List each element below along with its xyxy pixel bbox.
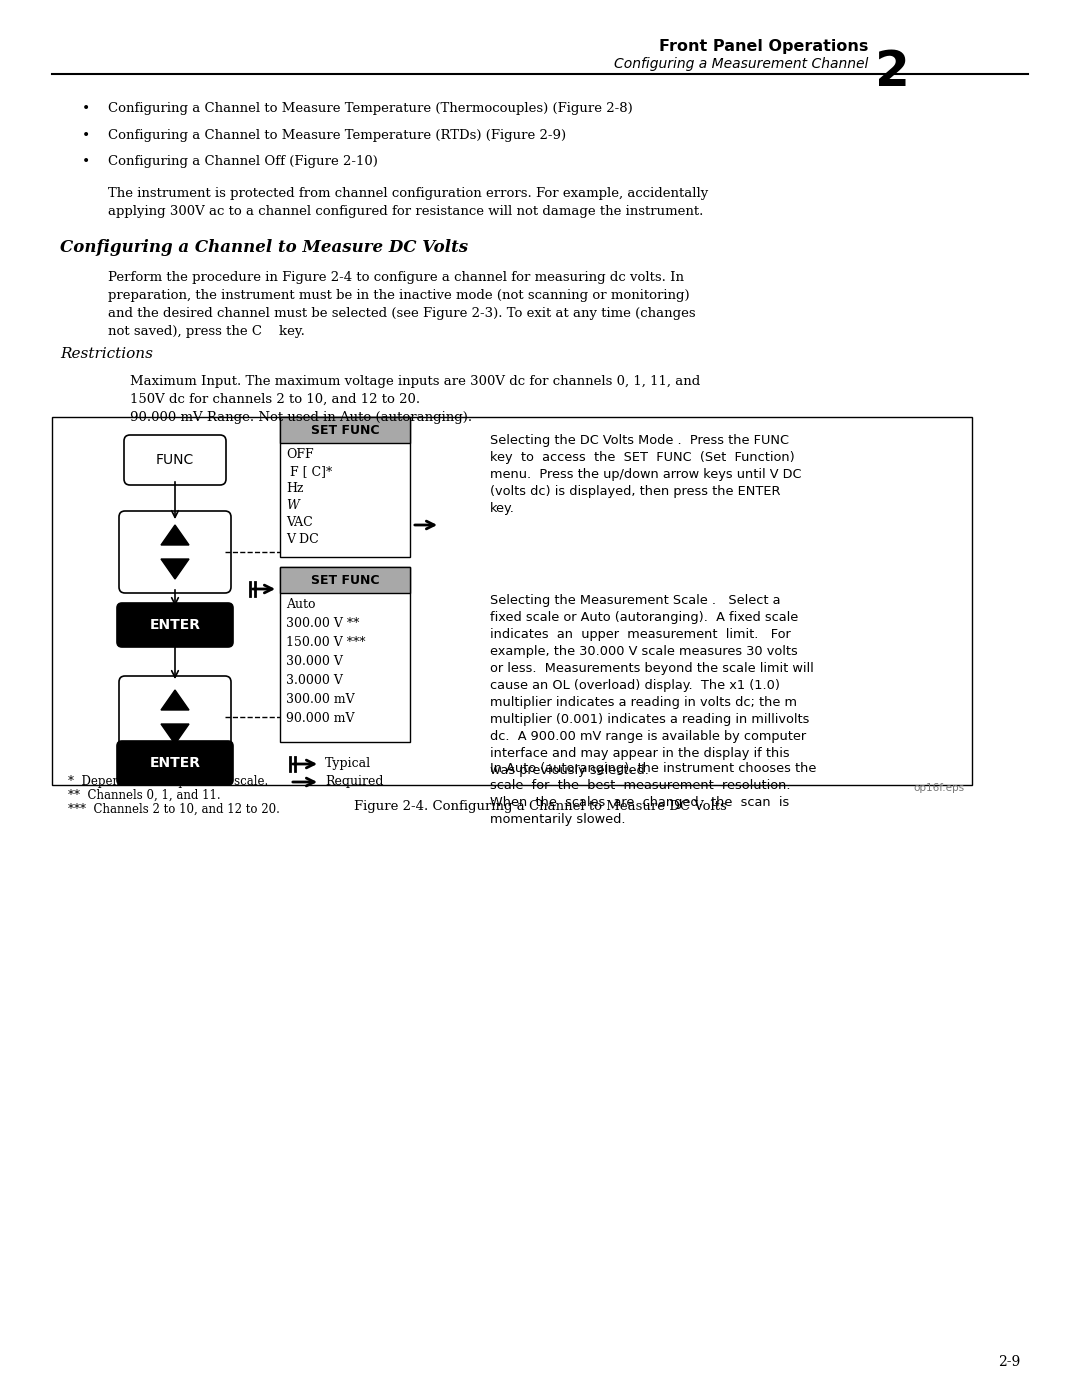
Text: Configuring a Channel to Measure Temperature (RTDs) (Figure 2-9): Configuring a Channel to Measure Tempera…	[108, 129, 566, 142]
Text: interface and may appear in the display if this: interface and may appear in the display …	[490, 747, 789, 760]
Text: multiplier (0.001) indicates a reading in millivolts: multiplier (0.001) indicates a reading i…	[490, 712, 809, 726]
Text: op16f.eps: op16f.eps	[914, 782, 966, 793]
Text: 2-9: 2-9	[998, 1355, 1020, 1369]
Text: VAC: VAC	[286, 515, 313, 529]
Text: *  Depends on temperature scale.: * Depends on temperature scale.	[68, 775, 268, 788]
Text: 300.00 V **: 300.00 V **	[286, 617, 360, 630]
Text: Typical: Typical	[325, 757, 372, 771]
Text: momentarily slowed.: momentarily slowed.	[490, 813, 625, 826]
FancyBboxPatch shape	[124, 434, 226, 485]
Text: Auto: Auto	[286, 598, 315, 610]
Text: 3.0000 V: 3.0000 V	[286, 673, 342, 687]
Text: was previously selected.: was previously selected.	[490, 764, 649, 777]
Text: multiplier indicates a reading in volts dc; the m: multiplier indicates a reading in volts …	[490, 696, 797, 710]
Text: Configuring a Measurement Channel: Configuring a Measurement Channel	[613, 57, 868, 71]
Text: ENTER: ENTER	[149, 756, 201, 770]
Text: key  to  access  the  SET  FUNC  (Set  Function): key to access the SET FUNC (Set Function…	[490, 451, 795, 464]
Text: Selecting the Measurement Scale .   Select a: Selecting the Measurement Scale . Select…	[490, 594, 781, 608]
Text: SET FUNC: SET FUNC	[311, 423, 379, 436]
Text: SET FUNC: SET FUNC	[311, 574, 379, 587]
Text: (volts dc) is displayed, then press the ENTER: (volts dc) is displayed, then press the …	[490, 485, 781, 497]
Text: or less.  Measurements beyond the scale limit will: or less. Measurements beyond the scale l…	[490, 662, 813, 675]
Text: V DC: V DC	[286, 534, 319, 546]
FancyBboxPatch shape	[119, 511, 231, 592]
Text: W: W	[286, 499, 299, 511]
Text: FUNC: FUNC	[156, 453, 194, 467]
Text: •: •	[82, 155, 91, 169]
Text: In Auto (autoranging), the instrument chooses the: In Auto (autoranging), the instrument ch…	[490, 761, 816, 775]
Text: **  Channels 0, 1, and 11.: ** Channels 0, 1, and 11.	[68, 789, 220, 802]
Bar	[280, 567, 410, 592]
Text: Configuring a Channel Off (Figure 2-10): Configuring a Channel Off (Figure 2-10)	[108, 155, 378, 168]
Text: 150V dc for channels 2 to 10, and 12 to 20.: 150V dc for channels 2 to 10, and 12 to …	[130, 393, 420, 407]
Bar	[280, 567, 410, 742]
Text: Perform the procedure in Figure 2-4 to configure a channel for measuring dc volt: Perform the procedure in Figure 2-4 to c…	[108, 271, 684, 284]
Text: Configuring a Channel to Measure Temperature (Thermocouples) (Figure 2-8): Configuring a Channel to Measure Tempera…	[108, 102, 633, 115]
Text: preparation, the instrument must be in the inactive mode (not scanning or monito: preparation, the instrument must be in t…	[108, 289, 690, 302]
Text: The instrument is protected from channel configuration errors. For example, acci: The instrument is protected from channel…	[108, 187, 708, 200]
Bar	[280, 416, 410, 557]
Text: Selecting the DC Volts Mode .  Press the FUNC: Selecting the DC Volts Mode . Press the …	[490, 434, 789, 447]
Text: 30.000 V: 30.000 V	[286, 655, 342, 668]
Text: cause an OL (overload) display.  The x1 (1.0): cause an OL (overload) display. The x1 (…	[490, 679, 780, 692]
Text: 150.00 V ***: 150.00 V ***	[286, 636, 365, 650]
Text: F [ C]*: F [ C]*	[286, 465, 333, 478]
Text: ENTER: ENTER	[149, 617, 201, 631]
Polygon shape	[161, 525, 189, 545]
FancyBboxPatch shape	[117, 604, 233, 647]
Polygon shape	[161, 559, 189, 578]
Text: applying 300V ac to a channel configured for resistance will not damage the inst: applying 300V ac to a channel configured…	[108, 205, 703, 218]
Text: Maximum Input. The maximum voltage inputs are 300V dc for channels 0, 1, 11, and: Maximum Input. The maximum voltage input…	[130, 374, 700, 388]
FancyBboxPatch shape	[117, 740, 233, 785]
Text: Required: Required	[325, 775, 383, 788]
Text: scale  for  the  best  measurement  resolution.: scale for the best measurement resolutio…	[490, 780, 791, 792]
Text: dc.  A 900.00 mV range is available by computer: dc. A 900.00 mV range is available by co…	[490, 731, 806, 743]
Polygon shape	[161, 690, 189, 710]
Text: 2: 2	[875, 47, 909, 96]
Text: Configuring a Channel to Measure DC Volts: Configuring a Channel to Measure DC Volt…	[60, 239, 468, 256]
Text: 90.000 mV: 90.000 mV	[286, 712, 354, 725]
Text: key.: key.	[490, 502, 515, 515]
Text: not saved), press the C    key.: not saved), press the C key.	[108, 326, 305, 338]
Text: ***  Channels 2 to 10, and 12 to 20.: *** Channels 2 to 10, and 12 to 20.	[68, 803, 280, 816]
Polygon shape	[161, 724, 189, 745]
Text: •: •	[82, 102, 91, 116]
Text: indicates  an  upper  measurement  limit.   For: indicates an upper measurement limit. Fo…	[490, 629, 791, 641]
Text: 90.000 mV Range. Not used in Auto (autoranging).: 90.000 mV Range. Not used in Auto (autor…	[130, 411, 472, 425]
Text: example, the 30.000 V scale measures 30 volts: example, the 30.000 V scale measures 30 …	[490, 645, 798, 658]
Text: When  the  scales  are  changed,  the  scan  is: When the scales are changed, the scan is	[490, 796, 789, 809]
Text: Figure 2-4. Configuring a Channel to Measure DC Volts: Figure 2-4. Configuring a Channel to Mea…	[353, 800, 727, 813]
Bar	[280, 416, 410, 443]
Text: Front Panel Operations: Front Panel Operations	[659, 39, 868, 54]
Text: fixed scale or Auto (autoranging).  A fixed scale: fixed scale or Auto (autoranging). A fix…	[490, 610, 798, 624]
Text: 300.00 mV: 300.00 mV	[286, 693, 354, 705]
Text: Hz: Hz	[286, 482, 303, 495]
Text: •: •	[82, 129, 91, 142]
Text: OFF: OFF	[286, 448, 313, 461]
Text: and the desired channel must be selected (see Figure 2-3). To exit at any time (: and the desired channel must be selected…	[108, 307, 696, 320]
Text: menu.  Press the up/down arrow keys until V DC: menu. Press the up/down arrow keys until…	[490, 468, 801, 481]
Bar	[52, 416, 972, 785]
FancyBboxPatch shape	[119, 676, 231, 759]
Text: Restrictions: Restrictions	[60, 346, 153, 360]
